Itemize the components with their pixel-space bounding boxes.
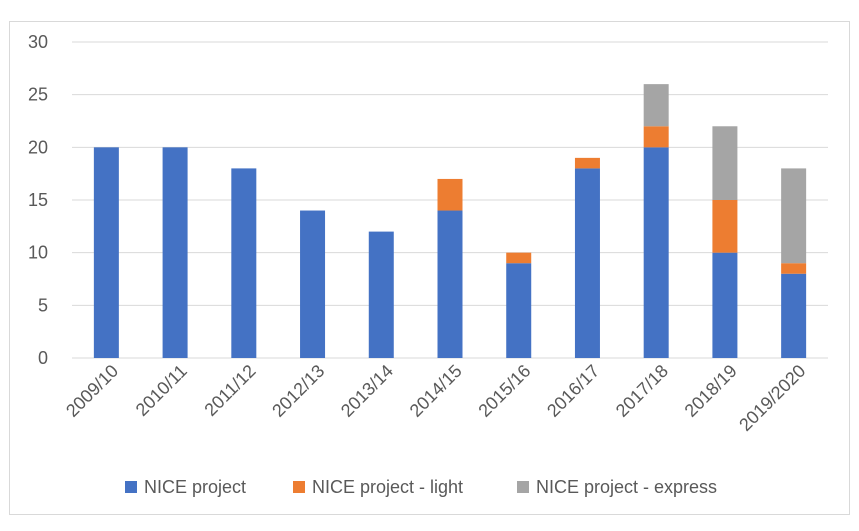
x-tick-label: 2018/19 [681,361,741,421]
y-tick-label: 15 [28,190,48,210]
x-tick-label: 2016/17 [543,361,603,421]
bar-2010-11-series-0 [162,147,188,358]
y-axis-ticks: 0 5 10 15 20 25 30 [28,32,48,368]
bar-2014-15-series-1 [437,178,463,211]
bar-2016-17-series-1 [574,157,600,169]
bar-2015-16-series-1 [506,252,532,264]
bar-2018-19-series-0 [712,252,738,358]
y-tick-label: 10 [28,243,48,263]
bar-2016-17-series-0 [574,168,600,358]
bar-2017-18-series-1 [643,126,669,148]
bar-2009-10-series-0 [93,147,119,358]
legend-swatch [517,481,529,493]
bar-2017-18-series-0 [643,147,669,358]
x-tick-label: 2011/12 [200,361,259,420]
legend: NICE project NICE project - light NICE pro… [125,477,717,497]
bar-2012-13-series-0 [300,210,326,358]
bar-2011-12-series-0 [231,168,257,358]
legend-label: NICE project [144,477,246,497]
y-tick-label: 25 [28,85,48,105]
y-tick-label: 0 [38,348,48,368]
bar-2014-15-series-0 [437,210,463,358]
x-tick-label: 2013/14 [337,361,397,421]
bars [93,84,807,358]
bar-2013-14-series-0 [368,231,394,358]
gridlines [72,41,828,359]
x-axis-ticks: 2009/10 2010/11 2011/12 2012/13 2013/14 2014/… [62,361,809,435]
legend-swatch [125,481,137,493]
x-tick-label: 2019/2020 [735,361,809,435]
legend-label: NICE project - light [312,477,463,497]
bar-2018-19-series-2 [712,126,738,200]
x-tick-label: 2015/16 [474,361,534,421]
x-tick-label: 2010/11 [132,361,191,420]
bar-2018-19-series-1 [712,200,738,253]
chart-frame [9,21,850,515]
bar-2019-2020-series-1 [781,263,807,274]
x-tick-label: 2017/18 [612,361,672,421]
x-tick-label: 2012/13 [268,361,328,421]
x-tick-label: 2009/10 [62,361,122,421]
bar-2015-16-series-0 [506,263,532,358]
bar-2019-2020-series-2 [781,168,807,264]
y-tick-label: 5 [38,295,48,315]
bar-2019-2020-series-0 [781,273,807,358]
legend-label: NICE project - express [536,477,717,497]
legend-swatch [293,481,305,493]
y-tick-label: 30 [28,32,48,52]
y-tick-label: 20 [28,137,48,157]
x-tick-label: 2014/15 [406,361,466,421]
bar-2017-18-series-2 [643,84,669,127]
